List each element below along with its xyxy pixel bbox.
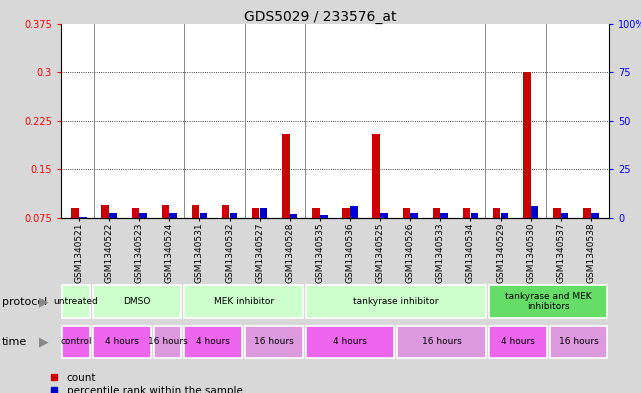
Text: 16 hours: 16 hours [558, 338, 599, 346]
Bar [433, 208, 440, 267]
Legend: count, percentile rank within the sample: count, percentile rank within the sample [50, 373, 243, 393]
Text: 4 hours: 4 hours [333, 338, 367, 346]
Text: 4 hours: 4 hours [501, 338, 535, 346]
Bar [199, 213, 207, 218]
Bar [62, 326, 90, 358]
Bar [154, 326, 181, 358]
Text: time: time [2, 337, 27, 347]
Bar [549, 326, 608, 358]
Bar [252, 208, 260, 267]
Text: 4 hours: 4 hours [105, 338, 138, 346]
Text: tankyrase and MEK
inhibitors: tankyrase and MEK inhibitors [504, 292, 592, 311]
Bar [93, 285, 181, 318]
Bar [109, 213, 117, 218]
Bar [403, 208, 410, 267]
Bar [184, 326, 242, 358]
Bar [282, 134, 290, 267]
Bar [169, 213, 177, 218]
Bar [62, 285, 90, 318]
Bar [501, 213, 508, 218]
Bar [583, 208, 591, 267]
Bar [463, 208, 470, 267]
Bar [523, 72, 531, 267]
Text: MEK inhibitor: MEK inhibitor [213, 297, 274, 306]
Bar [350, 206, 358, 218]
Bar [184, 285, 303, 318]
Bar [192, 205, 199, 267]
Bar [410, 213, 418, 218]
Bar [591, 213, 599, 218]
Bar [553, 208, 561, 267]
Bar [470, 213, 478, 218]
Text: 4 hours: 4 hours [196, 338, 230, 346]
Bar [93, 326, 151, 358]
Bar [162, 205, 169, 267]
Bar [101, 205, 109, 267]
Text: GDS5029 / 233576_at: GDS5029 / 233576_at [244, 10, 397, 24]
Bar [380, 213, 388, 218]
Bar [488, 285, 608, 318]
Bar [531, 206, 538, 218]
Bar [71, 208, 79, 267]
Bar [260, 208, 267, 218]
Text: 16 hours: 16 hours [147, 338, 187, 346]
Bar [342, 208, 350, 267]
Bar [372, 134, 380, 267]
Text: ▶: ▶ [38, 335, 49, 349]
Text: ▶: ▶ [38, 295, 49, 308]
Bar [320, 215, 328, 218]
Bar [229, 213, 237, 218]
Text: control: control [60, 338, 92, 346]
Text: DMSO: DMSO [123, 297, 151, 306]
Text: untreated: untreated [54, 297, 99, 306]
Bar [440, 213, 448, 218]
Text: tankyrase inhibitor: tankyrase inhibitor [353, 297, 438, 306]
Bar [306, 285, 486, 318]
Text: 16 hours: 16 hours [422, 338, 462, 346]
Bar [312, 208, 320, 267]
Text: protocol: protocol [2, 297, 47, 307]
Bar [245, 326, 303, 358]
Bar [131, 208, 139, 267]
Bar [488, 326, 547, 358]
Bar [493, 208, 501, 267]
Text: 16 hours: 16 hours [254, 338, 294, 346]
Bar [561, 213, 569, 218]
Bar [306, 326, 394, 358]
Bar [79, 217, 87, 218]
Bar [222, 205, 229, 267]
Bar [290, 214, 297, 218]
Bar [397, 326, 486, 358]
Bar [139, 213, 147, 218]
